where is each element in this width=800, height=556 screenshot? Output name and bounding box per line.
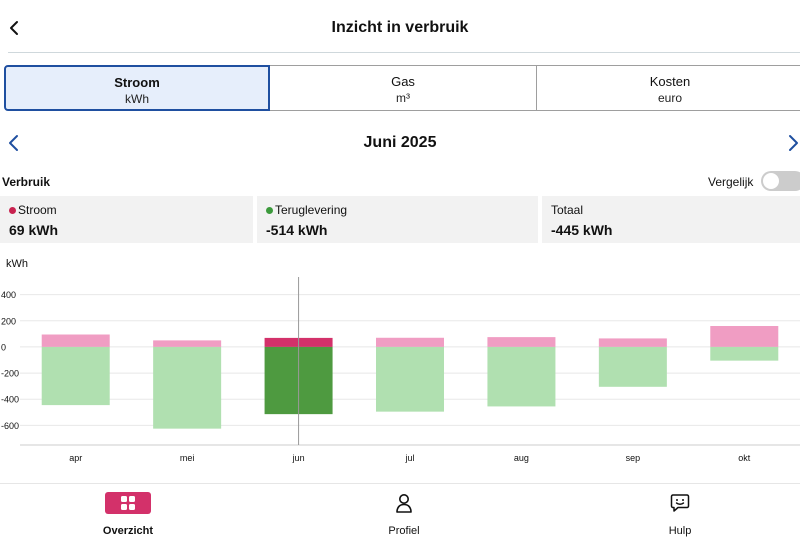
card-label: Totaal <box>551 203 584 217</box>
usage-chart-svg: 400 200 0 -200 -400 -600 apr mei jun jul aug sep okt <box>1 277 800 463</box>
next-month-button[interactable] <box>784 133 800 153</box>
person-icon <box>396 494 412 513</box>
y-tick-label: -600 <box>1 421 19 431</box>
energy-type-tabs: Stroom kWh Gas m³ Kosten euro <box>4 65 800 111</box>
y-tick-label: 0 <box>1 342 6 352</box>
bar-teruglevering-okt <box>710 346 779 361</box>
tab-gas[interactable]: Gas m³ <box>270 65 537 111</box>
bar-stroom-aug <box>487 337 556 347</box>
x-tick-label: aug <box>514 453 529 463</box>
toggle-knob <box>763 173 779 189</box>
tab-label: Stroom <box>114 75 160 90</box>
chat-help-icon <box>670 494 690 512</box>
tab-unit: euro <box>657 91 683 105</box>
tab-unit: m³ <box>396 91 410 105</box>
card-value: -514 kWh <box>266 222 328 238</box>
active-indicator <box>105 492 151 514</box>
x-tick-label: apr <box>69 453 82 463</box>
x-tick-label: sep <box>626 453 641 463</box>
summary-card-teruglevering: Teruglevering -514 kWh <box>257 196 538 243</box>
bar-teruglevering-sep <box>598 346 667 387</box>
y-tick-label: -200 <box>1 369 19 379</box>
bar-teruglevering-aug <box>487 346 556 407</box>
period-navigator: Juni 2025 <box>0 128 800 158</box>
nav-hulp[interactable]: Hulp <box>620 492 740 537</box>
x-tick-label: jul <box>404 453 414 463</box>
tab-unit: kWh <box>125 92 149 106</box>
previous-month-button[interactable] <box>4 133 24 153</box>
bar-teruglevering-mei <box>153 346 222 429</box>
tab-label: Gas <box>391 74 415 89</box>
bottom-navigation: Overzicht Profiel Hulp <box>0 483 800 556</box>
y-axis-label: kWh <box>6 258 28 270</box>
teruglevering-dot-icon <box>266 206 273 214</box>
y-tick-label: 400 <box>1 290 16 300</box>
section-title: Verbruik <box>2 175 51 189</box>
header-divider <box>8 52 800 53</box>
x-tick-label: jun <box>292 453 305 463</box>
nav-overzicht[interactable]: Overzicht <box>68 492 188 537</box>
nav-label: Profiel <box>388 525 420 537</box>
compare-label: Vergelijk <box>708 175 754 189</box>
nav-profiel[interactable]: Profiel <box>344 492 464 537</box>
tab-stroom[interactable]: Stroom kWh <box>4 65 270 111</box>
card-value: 69 kWh <box>9 222 59 238</box>
chevron-left-icon <box>9 135 18 151</box>
card-label: Stroom <box>18 203 57 217</box>
tab-label: Kosten <box>649 74 691 89</box>
x-tick-label: mei <box>180 453 195 463</box>
summary-cards: Stroom 69 kWh Teruglevering -514 kWh Tot… <box>0 196 800 243</box>
bar-stroom-sep <box>598 338 667 347</box>
bar-teruglevering-jul <box>376 346 444 412</box>
nav-label: Overzicht <box>102 525 154 537</box>
x-tick-label: okt <box>738 453 751 463</box>
chevron-right-icon <box>789 135 798 151</box>
summary-card-totaal: Totaal -445 kWh <box>542 196 800 243</box>
page-title: Inzicht in verbruik <box>331 19 469 36</box>
period-label: Juni 2025 <box>363 134 437 151</box>
y-tick-label: 200 <box>1 316 16 326</box>
y-tick-label: -400 <box>1 395 19 405</box>
back-button[interactable] <box>4 16 24 40</box>
app-header: Inzicht in verbruik <box>0 0 800 56</box>
bar-stroom-okt <box>710 326 779 347</box>
card-value: -445 kWh <box>551 222 613 238</box>
nav-label: Hulp <box>668 525 692 537</box>
tab-kosten[interactable]: Kosten euro <box>537 65 800 111</box>
bar-stroom-jul <box>376 337 444 347</box>
card-label: Teruglevering <box>275 203 348 217</box>
bar-stroom-mei <box>153 340 222 347</box>
usage-chart: kWh 400 200 0 -200 -400 -600 apr mei jun jul aug se… <box>0 255 800 470</box>
chevron-left-icon <box>10 21 18 35</box>
bar-stroom-apr <box>41 334 110 347</box>
summary-card-stroom: Stroom 69 kWh <box>0 196 253 243</box>
compare-toggle[interactable] <box>761 171 800 191</box>
grid-icon <box>121 496 135 510</box>
bar-teruglevering-apr <box>41 346 110 406</box>
stroom-dot-icon <box>9 206 16 214</box>
